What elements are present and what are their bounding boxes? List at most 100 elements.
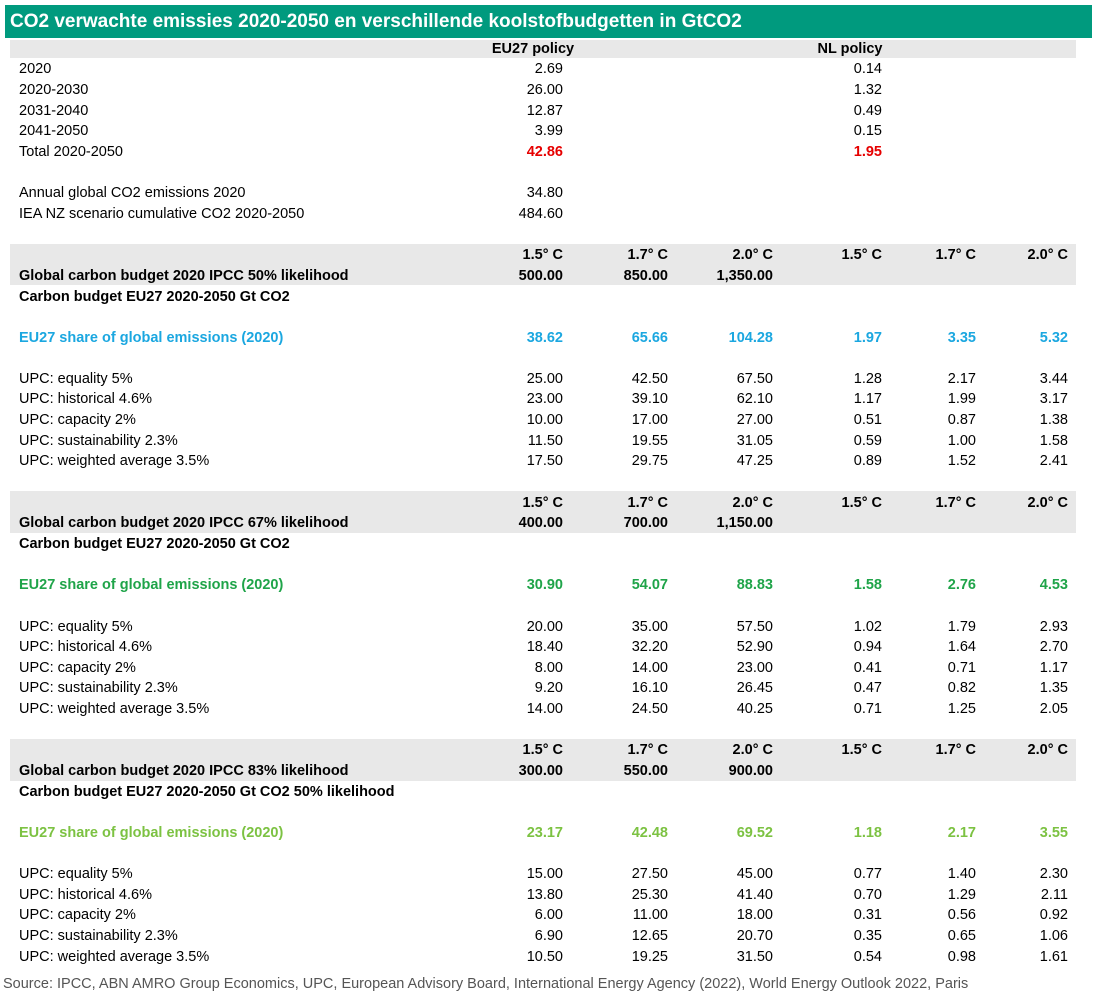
budget-label: Global carbon budget 2020 IPCC 83% likel…	[19, 763, 349, 779]
budget-band	[10, 739, 1076, 781]
upc-value: 18.00	[736, 907, 773, 923]
upc-value: 1.25	[947, 701, 976, 717]
temp-header: 1.7° C	[935, 495, 976, 511]
iea-nz-value: 484.60	[518, 206, 563, 222]
upc-value: 25.00	[526, 371, 563, 387]
temp-header: 1.7° C	[627, 495, 668, 511]
upc-value: 6.00	[534, 907, 563, 923]
upc-value: 17.00	[631, 412, 668, 428]
upc-value: 0.98	[947, 949, 976, 965]
upc-value: 20.70	[736, 928, 773, 944]
upc-value: 1.40	[947, 866, 976, 882]
temp-header: 1.7° C	[627, 742, 668, 758]
upc-value: 67.50	[736, 371, 773, 387]
upc-value: 31.05	[736, 433, 773, 449]
temp-header: 1.5° C	[522, 247, 563, 263]
upc-row-label: UPC: sustainability 2.3%	[19, 433, 178, 449]
page-title: CO2 verwachte emissies 2020-2050 en vers…	[5, 5, 1092, 38]
upc-value: 23.00	[736, 660, 773, 676]
upc-value: 0.89	[853, 453, 882, 469]
upc-value: 1.06	[1039, 928, 1068, 944]
period-nl-value: 1.32	[853, 82, 882, 98]
temp-header: 1.7° C	[627, 247, 668, 263]
upc-value: 18.40	[526, 639, 563, 655]
upc-value: 3.17	[1039, 391, 1068, 407]
upc-row-label: UPC: sustainability 2.3%	[19, 680, 178, 696]
upc-value: 2.05	[1039, 701, 1068, 717]
upc-value: 0.41	[853, 660, 882, 676]
upc-value: 0.82	[947, 680, 976, 696]
upc-value: 0.70	[853, 887, 882, 903]
period-label: 2020	[19, 61, 52, 77]
upc-value: 3.44	[1039, 371, 1068, 387]
eu27-share-value: 42.48	[631, 825, 668, 841]
upc-value: 1.35	[1039, 680, 1068, 696]
upc-value: 13.80	[526, 887, 563, 903]
upc-value: 27.00	[736, 412, 773, 428]
eu27-share-value: 30.90	[526, 577, 563, 593]
budget-value: 700.00	[623, 515, 668, 531]
period-nl-value: 0.15	[853, 123, 882, 139]
upc-row-label: UPC: equality 5%	[19, 866, 133, 882]
upc-row-label: UPC: sustainability 2.3%	[19, 928, 178, 944]
upc-value: 1.64	[947, 639, 976, 655]
global-emissions-value: 34.80	[526, 185, 563, 201]
upc-value: 0.54	[853, 949, 882, 965]
upc-row-label: UPC: weighted average 3.5%	[19, 453, 210, 469]
upc-row-label: UPC: capacity 2%	[19, 412, 136, 428]
upc-row-label: UPC: capacity 2%	[19, 660, 136, 676]
upc-value: 0.47	[853, 680, 882, 696]
upc-value: 19.55	[631, 433, 668, 449]
upc-value: 1.79	[947, 619, 976, 635]
eu27-share-value: 5.32	[1039, 330, 1068, 346]
eu27-share-value: 54.07	[631, 577, 668, 593]
eu27-share-value: 69.52	[736, 825, 773, 841]
upc-value: 14.00	[526, 701, 563, 717]
temp-header: 1.7° C	[935, 742, 976, 758]
upc-value: 45.00	[736, 866, 773, 882]
upc-value: 31.50	[736, 949, 773, 965]
budget-value: 400.00	[518, 515, 563, 531]
upc-value: 62.10	[736, 391, 773, 407]
upc-value: 11.00	[632, 907, 668, 923]
upc-value: 0.31	[853, 907, 882, 923]
budget-band	[10, 244, 1076, 285]
eu27-share-value: 38.62	[526, 330, 563, 346]
temp-header: 2.0° C	[1027, 742, 1068, 758]
section-subheader: Carbon budget EU27 2020-2050 Gt CO2	[19, 289, 290, 305]
eu27-share-value: 88.83	[736, 577, 773, 593]
temp-header: 2.0° C	[732, 247, 773, 263]
upc-value: 1.28	[853, 371, 882, 387]
upc-value: 10.00	[526, 412, 563, 428]
total-nl-value: 1.95	[853, 144, 882, 160]
upc-value: 1.29	[947, 887, 976, 903]
period-label: 2041-2050	[19, 123, 89, 139]
budget-value: 900.00	[728, 763, 773, 779]
source-note: Source: IPCC, ABN AMRO Group Economics, …	[3, 976, 969, 992]
upc-row-label: UPC: equality 5%	[19, 371, 133, 387]
upc-value: 1.38	[1039, 412, 1068, 428]
eu27-share-value: 3.35	[947, 330, 976, 346]
upc-value: 14.00	[631, 660, 668, 676]
upc-value: 20.00	[526, 619, 563, 635]
temp-header: 1.5° C	[841, 247, 882, 263]
temp-header: 1.5° C	[522, 495, 563, 511]
upc-value: 6.90	[534, 928, 563, 944]
eu27-policy-header: EU27 policy	[491, 41, 575, 57]
upc-value: 0.56	[947, 907, 976, 923]
total-eu-value: 42.86	[526, 144, 563, 160]
upc-value: 1.99	[947, 391, 976, 407]
eu27-share-value: 1.97	[853, 330, 882, 346]
eu27-share-value: 23.17	[526, 825, 563, 841]
budget-value: 1,350.00	[716, 268, 773, 284]
upc-row-label: UPC: historical 4.6%	[19, 391, 152, 407]
period-nl-value: 0.14	[853, 61, 882, 77]
eu27-share-value: 4.53	[1039, 577, 1068, 593]
upc-value: 11.50	[527, 433, 563, 449]
period-label: 2020-2030	[19, 82, 89, 98]
upc-value: 41.40	[736, 887, 773, 903]
budget-value: 300.00	[518, 763, 563, 779]
upc-row-label: UPC: historical 4.6%	[19, 887, 152, 903]
upc-value: 8.00	[534, 660, 563, 676]
upc-row-label: UPC: weighted average 3.5%	[19, 701, 210, 717]
